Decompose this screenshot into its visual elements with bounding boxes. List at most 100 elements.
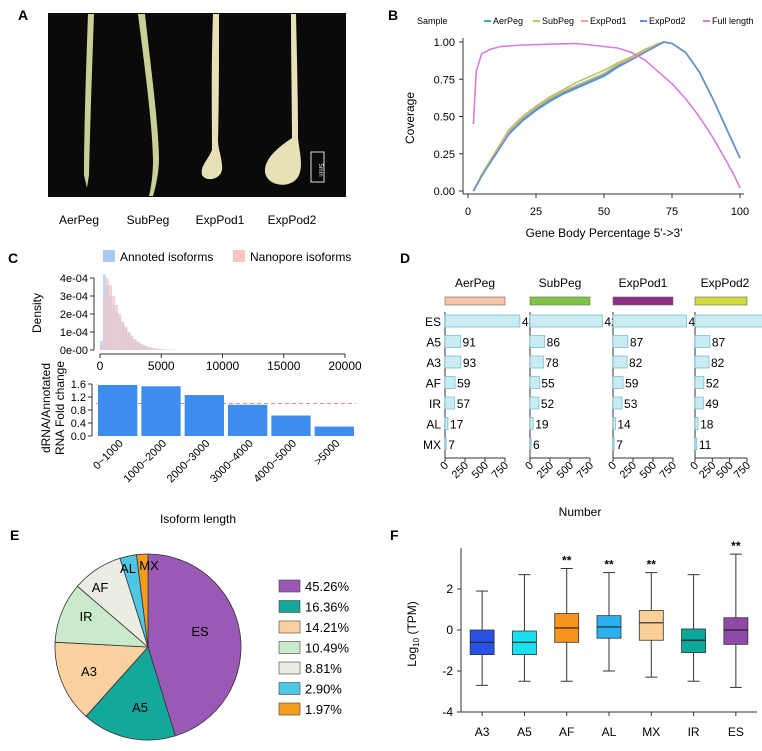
y-tick-label: 2e-04 xyxy=(60,309,88,321)
event-bar xyxy=(613,377,623,389)
coverage-ylabel: Coverage xyxy=(403,92,417,144)
pie-label-al: AL xyxy=(120,561,136,576)
y-tick-label: 4e-04 xyxy=(60,273,88,285)
pie-label-af: AF xyxy=(92,580,109,595)
event-value: 82 xyxy=(629,356,643,370)
y-tick-label: 1.6 xyxy=(71,379,86,391)
panel-e-letter: E xyxy=(10,527,19,543)
histogram-bin xyxy=(125,327,128,350)
histogram-bin xyxy=(143,346,146,351)
x-tick-label: 75 xyxy=(666,206,678,218)
legend-label: 8.81% xyxy=(305,661,342,676)
histogram-bin xyxy=(134,339,137,350)
x-tick-label: 500 xyxy=(470,460,491,481)
fold-change-ylabel-line2: RNA Fold change xyxy=(53,361,67,455)
x-tick-label: 250 xyxy=(535,460,556,481)
category-label: ES xyxy=(728,725,744,739)
legend-label: SubPeg xyxy=(542,16,574,26)
x-tick-label: 250 xyxy=(618,460,639,481)
x-tick-label: 100 xyxy=(731,206,749,218)
x-tick-label: 500 xyxy=(638,460,659,481)
category-label: 0~1000 xyxy=(91,438,126,473)
legend-label: 1.97% xyxy=(305,702,342,717)
event-value: 19 xyxy=(535,418,549,432)
y-tick-label: 0e-00 xyxy=(60,345,88,357)
event-value: 52 xyxy=(541,397,555,411)
category-label: A3 xyxy=(475,725,490,739)
event-label-a5: A5 xyxy=(426,336,441,350)
legend-label: AerPeg xyxy=(493,16,523,26)
event-bar xyxy=(613,356,627,368)
legend-label: 2.90% xyxy=(305,682,342,697)
legend-label: ExpPod2 xyxy=(649,16,686,26)
pie-label-a5: A5 xyxy=(132,700,148,715)
fold-change-bar xyxy=(228,405,267,436)
legend-swatch xyxy=(279,621,300,633)
coverage-xlabel: Gene Body Percentage 5'->3' xyxy=(525,226,682,240)
x-tick-label: 750 xyxy=(732,460,753,481)
pie-label-mx: MX xyxy=(139,558,159,573)
histogram-bin xyxy=(140,344,143,350)
event-bar xyxy=(613,397,622,409)
y-tick-label: 1.00 xyxy=(434,37,455,49)
event-value: 57 xyxy=(457,397,471,411)
category-label: MX xyxy=(642,725,660,739)
panel-b-letter: B xyxy=(388,7,398,23)
y-tick-label: 2 xyxy=(446,582,453,596)
category-label: AL xyxy=(602,725,617,739)
panel-d-letter: D xyxy=(400,250,410,266)
category-label: >5000 xyxy=(312,438,342,468)
tpm-ylabel-prefix: Log xyxy=(405,647,419,667)
event-bar xyxy=(445,377,455,389)
pie-label-es: ES xyxy=(191,624,209,639)
event-bar xyxy=(613,418,615,430)
event-value: 6 xyxy=(533,438,540,452)
histogram-bin xyxy=(128,332,131,350)
event-label-es: ES xyxy=(425,315,441,329)
y-tick-label: -4 xyxy=(442,705,453,719)
sample-title: SubPeg xyxy=(539,276,582,290)
event-value: 11 xyxy=(699,438,712,452)
event-value: 86 xyxy=(547,336,561,350)
y-tick-label: 0.25 xyxy=(434,149,455,161)
y-tick-label: 0.4 xyxy=(71,418,86,430)
y-tick-label: 0 xyxy=(446,623,453,637)
fold-change-bar xyxy=(141,386,180,436)
histogram-bin xyxy=(112,296,115,350)
event-value: 93 xyxy=(463,356,477,370)
histogram-bin xyxy=(109,285,112,350)
category-label: AF xyxy=(559,725,574,739)
x-tick-label: 20000 xyxy=(328,359,362,373)
significance-mark: ** xyxy=(647,558,657,572)
x-tick-label: 5000 xyxy=(148,359,175,373)
event-value: 91 xyxy=(463,336,477,350)
y-tick-label: 3e-04 xyxy=(60,291,88,303)
legend-swatch xyxy=(279,601,300,613)
category-label: 3000~4000 xyxy=(208,438,256,486)
histogram-bin xyxy=(100,346,103,350)
event-bar xyxy=(530,438,531,450)
specimen-label-aerpeg: AerPeg xyxy=(59,213,99,227)
box-mx xyxy=(639,611,663,641)
category-label: 2000~3000 xyxy=(165,438,213,486)
histogram-bin xyxy=(146,347,149,350)
histogram-bin xyxy=(155,349,158,350)
sample-title: ExpPod1 xyxy=(619,276,668,290)
x-tick-label: 750 xyxy=(575,460,596,481)
event-bar xyxy=(695,377,704,389)
y-tick-label: -2 xyxy=(442,664,453,678)
tpm-ylabel: Log10 (TPM) xyxy=(405,601,421,667)
y-tick-label: 0.50 xyxy=(434,112,455,124)
pie-legend: 45.26%16.36%14.21%10.49%8.81%2.90%1.97% xyxy=(279,579,350,717)
event-bar xyxy=(695,336,710,348)
legend-label: 16.36% xyxy=(305,600,350,615)
event-bar xyxy=(530,377,539,389)
y-tick-label: 1.2 xyxy=(71,392,86,404)
event-bar xyxy=(445,315,520,327)
histogram-bin xyxy=(103,296,106,350)
event-bar xyxy=(530,315,602,327)
event-bar xyxy=(613,315,687,327)
